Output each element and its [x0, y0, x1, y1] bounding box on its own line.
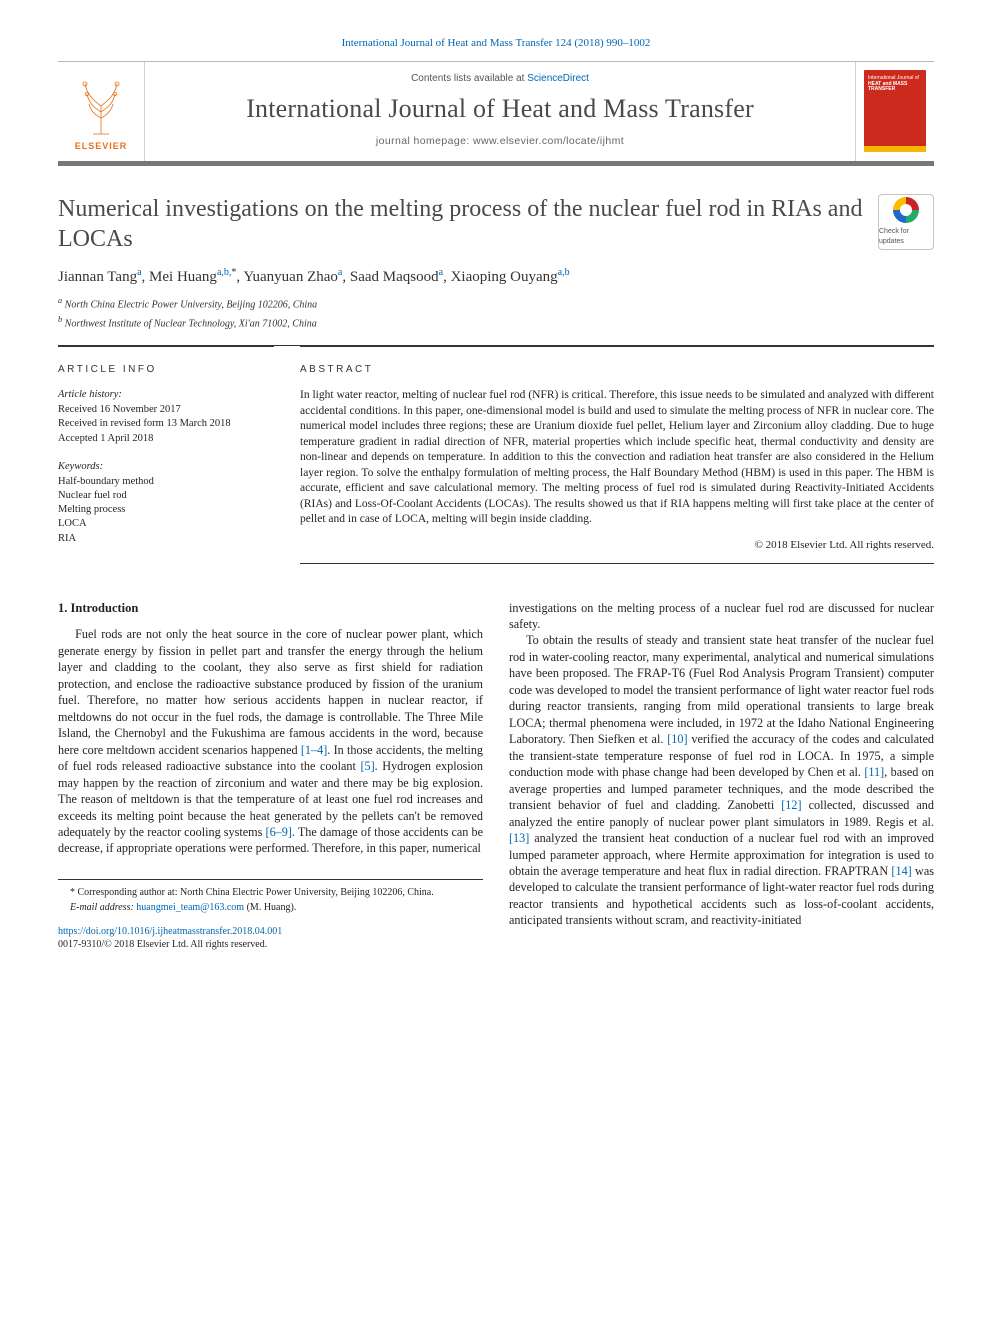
author-sup[interactable]: a: [137, 267, 141, 278]
ref-link[interactable]: [12]: [781, 798, 801, 812]
cover-thumb-wrapper: International Journal of HEAT and MASS T…: [856, 62, 934, 161]
history-received: Received 16 November 2017: [58, 403, 274, 417]
author-name: Saad Maqsood: [350, 269, 439, 285]
abstract-heading: ABSTRACT: [300, 363, 934, 377]
issn-line: 0017-9310/© 2018 Elsevier Ltd. All right…: [58, 938, 483, 952]
author-sup[interactable]: a,b: [558, 267, 570, 278]
abstract: ABSTRACT In light water reactor, melting…: [300, 346, 934, 564]
doi-link[interactable]: https://doi.org/10.1016/j.ijheatmasstran…: [58, 926, 282, 937]
publisher-block: ELSEVIER: [58, 62, 144, 161]
article-title: Numerical investigations on the melting …: [58, 194, 866, 254]
abstract-rule: [300, 563, 934, 564]
body-columns: 1. Introduction Fuel rods are not only t…: [58, 600, 934, 952]
corr-email-link[interactable]: huangmei_team@163.com: [136, 902, 244, 913]
cover-stripe: [864, 146, 926, 152]
info-abstract-row: ARTICLE INFO Article history: Received 1…: [58, 346, 934, 564]
history-label: Article history:: [58, 388, 274, 402]
keyword: LOCA: [58, 517, 274, 531]
text: analyzed the transient heat conduction o…: [509, 831, 934, 878]
email-footnote: E-mail address: huangmei_team@163.com (M…: [58, 901, 483, 915]
crossmark-icon: [893, 197, 919, 223]
doi-block: https://doi.org/10.1016/j.ijheatmasstran…: [58, 925, 483, 952]
masthead: ELSEVIER Contents lists available at Sci…: [58, 61, 934, 166]
para: To obtain the results of steady and tran…: [509, 632, 934, 928]
author-sup[interactable]: a: [439, 267, 443, 278]
author-3: Saad Maqsooda: [350, 269, 443, 285]
section-heading: 1. Introduction: [58, 600, 483, 617]
para: investigations on the melting process of…: [509, 600, 934, 633]
corr-footnote: * Corresponding author at: North China E…: [58, 886, 483, 900]
ref-link[interactable]: [13]: [509, 831, 529, 845]
keyword: Melting process: [58, 503, 274, 517]
check-updates-label: Check for updates: [879, 227, 933, 246]
corr-text: Corresponding author at: North China Ele…: [78, 887, 434, 898]
masthead-center: Contents lists available at ScienceDirec…: [144, 62, 856, 161]
text: Fuel rods are not only the heat source i…: [58, 627, 483, 756]
author-name: Mei Huang: [149, 269, 217, 285]
sciencedirect-link[interactable]: ScienceDirect: [527, 73, 589, 84]
ref-link[interactable]: [6–9]: [266, 825, 292, 839]
ref-link[interactable]: [11]: [864, 765, 884, 779]
ref-link[interactable]: [10]: [667, 732, 687, 746]
ref-link[interactable]: [1–4]: [301, 743, 327, 757]
header-citation: International Journal of Heat and Mass T…: [58, 36, 934, 51]
keyword: Half-boundary method: [58, 475, 274, 489]
cover-text-3: TRANSFER: [868, 87, 922, 93]
contents-prefix: Contents lists available at: [411, 73, 527, 84]
keywords-label: Keywords:: [58, 460, 274, 474]
author-2: Yuanyuan Zhaoa: [243, 269, 342, 285]
homepage-line: journal homepage: www.elsevier.com/locat…: [153, 134, 847, 148]
author-sup[interactable]: a,b,: [217, 267, 231, 278]
author-name: Xiaoping Ouyang: [451, 269, 558, 285]
keyword: Nuclear fuel rod: [58, 489, 274, 503]
authors-line: Jiannan Tanga, Mei Huanga,b,*, Yuanyuan …: [58, 266, 934, 287]
author-sup[interactable]: a: [338, 267, 342, 278]
ref-link[interactable]: [14]: [891, 864, 911, 878]
footnotes: * Corresponding author at: North China E…: [58, 879, 483, 915]
para: Fuel rods are not only the heat source i…: [58, 626, 483, 857]
abstract-text: In light water reactor, melting of nucle…: [300, 388, 934, 528]
history-accepted: Accepted 1 April 2018: [58, 432, 274, 446]
ref-link[interactable]: [5]: [360, 759, 374, 773]
abstract-copyright: © 2018 Elsevier Ltd. All rights reserved…: [300, 538, 934, 553]
article-info-heading: ARTICLE INFO: [58, 363, 274, 377]
affil-mark: a: [58, 296, 62, 305]
journal-cover-thumb: International Journal of HEAT and MASS T…: [864, 70, 926, 152]
title-row: Numerical investigations on the melting …: [58, 194, 934, 254]
email-label: E-mail address:: [70, 902, 134, 913]
keyword: RIA: [58, 532, 274, 546]
email-tail: (M. Huang).: [244, 902, 296, 913]
column-right: investigations on the melting process of…: [509, 600, 934, 952]
author-name: Jiannan Tang: [58, 269, 137, 285]
homepage-prefix: journal homepage:: [376, 135, 473, 147]
affil-text: Northwest Institute of Nuclear Technolog…: [65, 318, 317, 329]
article-info: ARTICLE INFO Article history: Received 1…: [58, 346, 274, 564]
homepage-url: www.elsevier.com/locate/ijhmt: [473, 135, 624, 147]
affil-text: North China Electric Power University, B…: [65, 299, 317, 310]
contents-line: Contents lists available at ScienceDirec…: [153, 72, 847, 86]
column-left: 1. Introduction Fuel rods are not only t…: [58, 600, 483, 952]
elsevier-tree-icon: [75, 76, 127, 136]
history-revised: Received in revised form 13 March 2018: [58, 417, 274, 431]
journal-name: International Journal of Heat and Mass T…: [153, 91, 847, 126]
author-1: Mei Huanga,b,*: [149, 269, 236, 285]
corr-star[interactable]: *: [231, 267, 236, 278]
publisher-name: ELSEVIER: [75, 140, 128, 152]
check-updates-badge[interactable]: Check for updates: [878, 194, 934, 250]
text: To obtain the results of steady and tran…: [509, 633, 934, 746]
affiliation-a: a North China Electric Power University,…: [58, 295, 934, 312]
affiliation-b: b Northwest Institute of Nuclear Technol…: [58, 314, 934, 331]
author-4: Xiaoping Ouyanga,b: [451, 269, 570, 285]
author-0: Jiannan Tanga: [58, 269, 142, 285]
author-name: Yuanyuan Zhao: [243, 269, 338, 285]
affil-mark: b: [58, 315, 62, 324]
